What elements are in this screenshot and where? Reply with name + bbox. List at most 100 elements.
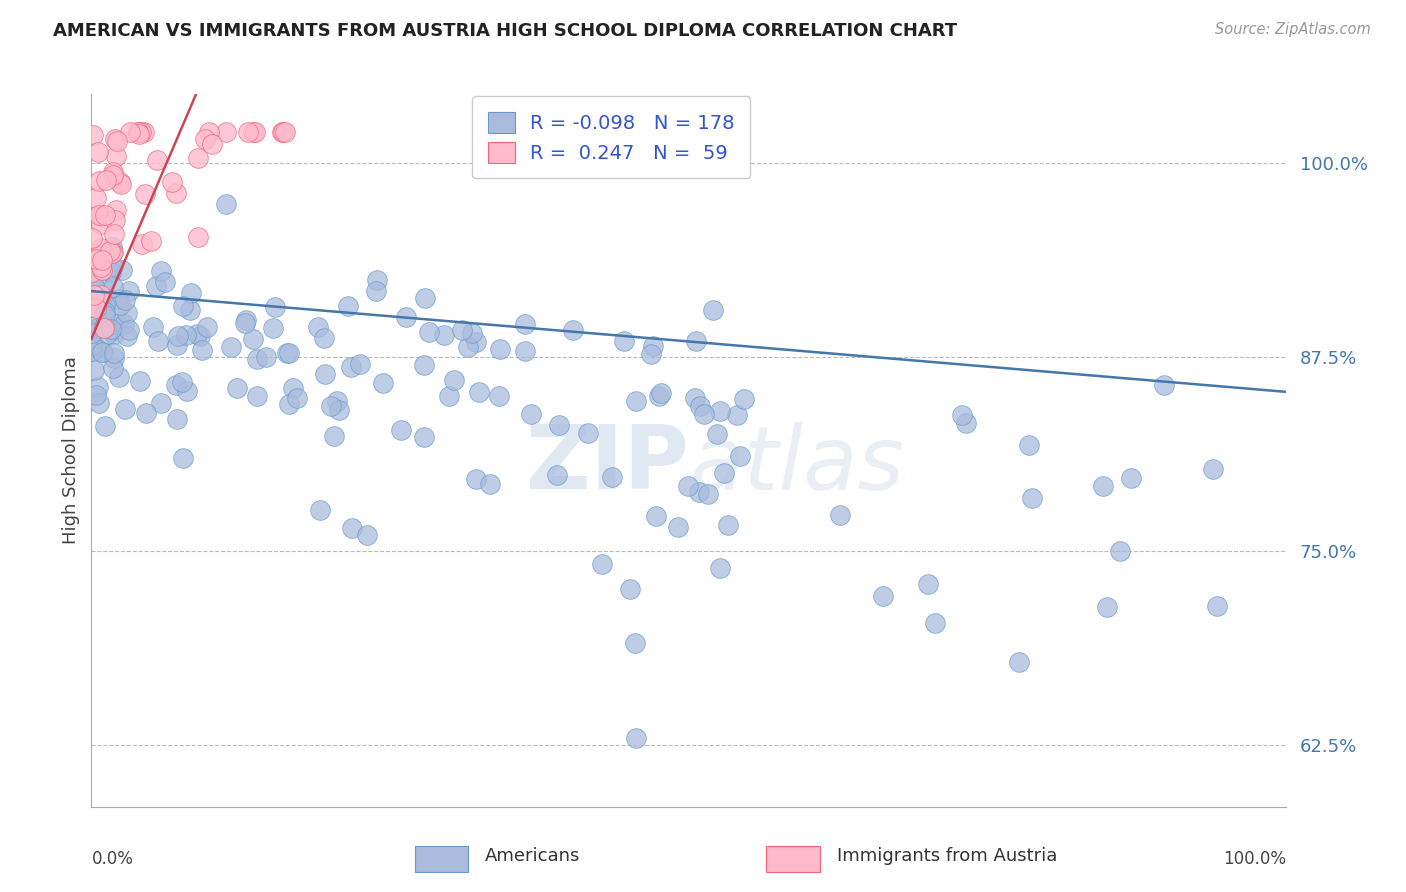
Point [307, 319, 329, 334]
Point [82, 326, 104, 340]
Point [489, 342, 512, 356]
Point [87, 145, 110, 159]
Point [356, 527, 378, 541]
Point [322, 428, 344, 442]
Text: atlas: atlas [689, 422, 904, 508]
Text: 0.0%: 0.0% [91, 850, 134, 868]
Point [110, 178, 132, 192]
Point [683, 391, 706, 405]
Point [87, 380, 110, 394]
Point [87, 320, 110, 334]
Point [314, 368, 336, 382]
Point [235, 313, 257, 327]
Point [101, 165, 124, 179]
Point [198, 125, 221, 139]
Point [325, 393, 347, 408]
Point [728, 449, 751, 463]
Point [1119, 471, 1142, 485]
Point [548, 418, 571, 433]
Point [104, 132, 127, 146]
Point [1095, 600, 1118, 615]
Point [513, 317, 536, 331]
Point [93, 321, 115, 335]
Point [104, 213, 127, 227]
Point [413, 358, 436, 372]
Text: 100.0%: 100.0% [1223, 850, 1286, 868]
Point [1206, 599, 1229, 613]
Point [647, 389, 669, 403]
Point [86, 191, 108, 205]
Point [201, 137, 224, 152]
Point [1153, 378, 1175, 392]
Point [80, 344, 103, 359]
Point [129, 374, 152, 388]
Point [246, 389, 269, 403]
Point [153, 275, 176, 289]
Point [176, 384, 198, 399]
Point [389, 423, 412, 437]
Point [84, 301, 107, 315]
Point [418, 325, 440, 339]
Point [100, 245, 122, 260]
Point [688, 484, 710, 499]
Point [91, 253, 114, 268]
Point [87, 174, 110, 188]
Point [242, 332, 264, 346]
Point [917, 577, 939, 591]
Point [146, 153, 169, 168]
Point [166, 411, 188, 425]
Point [108, 298, 131, 312]
Text: AMERICAN VS IMMIGRANTS FROM AUSTRIA HIGH SCHOOL DIPLOMA CORRELATION CHART: AMERICAN VS IMMIGRANTS FROM AUSTRIA HIGH… [53, 22, 957, 40]
Point [101, 245, 124, 260]
Point [94, 308, 117, 322]
Point [83, 278, 105, 293]
Y-axis label: High School Diploma: High School Diploma [62, 357, 80, 544]
Point [80, 338, 103, 352]
Point [214, 125, 236, 139]
Point [624, 635, 647, 649]
Point [319, 400, 342, 414]
Point [83, 362, 105, 376]
Point [645, 508, 668, 523]
Point [82, 128, 104, 142]
Point [641, 339, 664, 353]
Point [141, 234, 163, 248]
Point [94, 419, 117, 434]
Point [129, 125, 152, 139]
Point [90, 344, 112, 359]
Point [93, 208, 115, 222]
Point [520, 407, 543, 421]
Point [91, 262, 114, 277]
Point [87, 396, 110, 410]
Point [98, 244, 121, 258]
Point [1018, 438, 1040, 452]
Point [246, 351, 269, 366]
Point [112, 317, 135, 331]
Point [283, 381, 305, 395]
Point [104, 149, 127, 163]
Point [450, 323, 472, 337]
Point [271, 125, 294, 139]
Point [513, 343, 536, 358]
Point [179, 303, 201, 318]
Point [107, 370, 129, 384]
Point [172, 299, 194, 313]
Point [591, 558, 613, 572]
Point [105, 317, 128, 331]
Point [82, 252, 104, 266]
Point [693, 408, 716, 422]
Point [142, 320, 165, 334]
Point [103, 326, 125, 341]
Point [127, 125, 149, 139]
Point [709, 561, 731, 575]
Point [955, 416, 977, 430]
Point [90, 260, 112, 275]
Point [82, 325, 104, 339]
Point [342, 520, 364, 534]
Point [1202, 462, 1225, 476]
Point [276, 345, 298, 359]
Point [84, 341, 107, 355]
Point [105, 134, 128, 148]
Point [101, 280, 124, 294]
Text: ZIP: ZIP [526, 421, 689, 508]
